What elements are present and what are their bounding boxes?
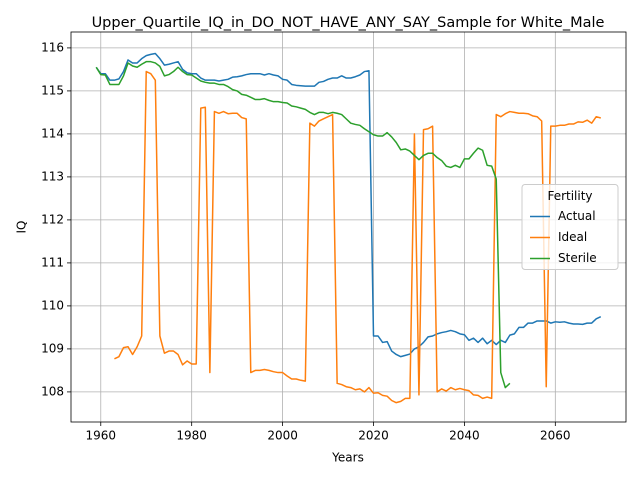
y-tick-label: 108 <box>41 384 64 398</box>
y-tick-label: 113 <box>41 169 64 183</box>
y-tick-label: 112 <box>41 212 64 226</box>
y-tick-label: 114 <box>41 126 64 140</box>
y-tick-label: 111 <box>41 255 64 269</box>
legend-label: Ideal <box>558 230 587 244</box>
data-line <box>95 60 511 389</box>
data-line <box>95 52 602 358</box>
x-axis-label: Years <box>331 451 364 465</box>
legend-label: Sterile <box>558 251 597 265</box>
y-axis-label: IQ <box>15 221 29 234</box>
legend-box <box>521 184 619 270</box>
legend-title: Fertility <box>547 189 592 203</box>
x-tick-label: 2020 <box>358 429 389 443</box>
data-line <box>114 70 601 404</box>
x-tick-label: 1960 <box>85 429 116 443</box>
y-tick-label: 109 <box>41 341 64 355</box>
x-tick-label: 1980 <box>176 429 207 443</box>
y-tick-label: 110 <box>41 298 64 312</box>
y-tick-label: 115 <box>41 83 64 97</box>
x-tick-label: 2040 <box>449 429 480 443</box>
x-tick-label: 2060 <box>540 429 571 443</box>
chart-title: Upper_Quartile_IQ_in_DO_NOT_HAVE_ANY_SAY… <box>92 15 605 31</box>
x-tick-label: 2000 <box>267 429 298 443</box>
legend-label: Actual <box>558 209 596 223</box>
y-tick-label: 116 <box>41 40 64 54</box>
plot-frame <box>70 31 627 423</box>
